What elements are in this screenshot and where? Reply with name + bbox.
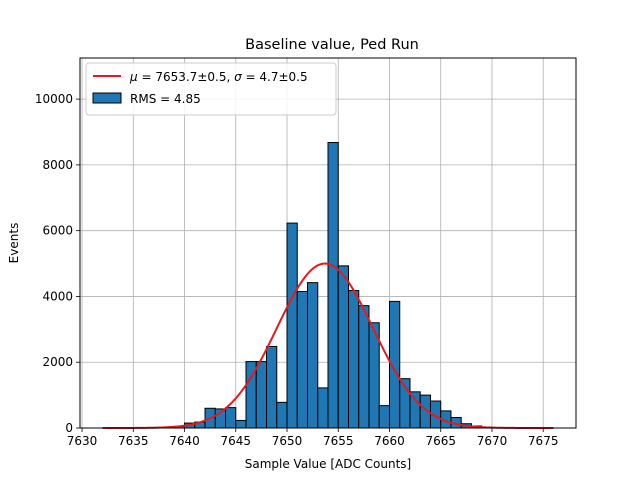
x-axis-label: Sample Value [ADC Counts] bbox=[245, 457, 411, 471]
x-axis: 7630 7635 7640 7645 7650 7655 7660 7665 7670 7675 bbox=[67, 428, 559, 448]
histogram-bar bbox=[337, 265, 349, 429]
histogram-bar bbox=[378, 405, 390, 429]
legend-histogram-label: RMS = 4.85 bbox=[130, 92, 201, 106]
y-tick-label: 2000 bbox=[42, 355, 73, 369]
histogram-bar bbox=[276, 401, 288, 429]
legend-mu-symbol: μ bbox=[129, 70, 138, 84]
x-tick-label: 7645 bbox=[220, 434, 251, 448]
histogram-bar bbox=[255, 361, 268, 429]
legend-box bbox=[85, 62, 337, 116]
legend-sigma-symbol: σ bbox=[234, 70, 242, 84]
histogram-bar bbox=[409, 391, 421, 429]
x-tick-label: 7675 bbox=[528, 434, 559, 448]
legend-histogram-swatch bbox=[92, 92, 122, 104]
plot-frame bbox=[79, 57, 577, 429]
histogram-bar bbox=[358, 305, 370, 429]
histogram-bar bbox=[235, 419, 247, 429]
y-tick-label: 4000 bbox=[42, 289, 73, 303]
y-tick-label: 8000 bbox=[42, 158, 73, 172]
histogram-bar bbox=[317, 387, 329, 429]
histogram-bar bbox=[266, 345, 278, 429]
histogram-bar bbox=[327, 142, 339, 429]
histogram-bars bbox=[163, 142, 503, 429]
legend-mu-text: = 7653.7±0.5, bbox=[138, 70, 234, 84]
y-tick-label: 6000 bbox=[42, 224, 73, 238]
histogram-bar bbox=[307, 282, 319, 429]
histogram-bar bbox=[347, 290, 360, 429]
gaussian-fit-curve bbox=[102, 262, 554, 429]
y-tick-label: 0 bbox=[65, 421, 73, 435]
histogram-bar bbox=[225, 407, 237, 429]
y-tick-label: 10000 bbox=[35, 92, 73, 106]
legend-fit-label: μ = 7653.7±0.5, σ = 4.7±0.5 bbox=[129, 70, 308, 84]
x-tick-label: 7660 bbox=[374, 434, 405, 448]
y-axis: 0 2000 4000 6000 8000 10000 bbox=[35, 92, 80, 435]
chart-title: Baseline value, Ped Run bbox=[245, 37, 419, 53]
histogram-bar bbox=[286, 222, 298, 429]
x-tick-label: 7665 bbox=[425, 434, 456, 448]
x-tick-label: 7670 bbox=[477, 434, 508, 448]
histogram-bar bbox=[296, 291, 309, 429]
legend: μ = 7653.7±0.5, σ = 4.7±0.5 RMS = 4.85 bbox=[85, 62, 337, 116]
x-tick-label: 7650 bbox=[272, 434, 303, 448]
x-tick-label: 7630 bbox=[67, 434, 98, 448]
y-axis-label: Events bbox=[7, 223, 21, 264]
x-tick-label: 7635 bbox=[118, 434, 149, 448]
x-tick-label: 7655 bbox=[323, 434, 354, 448]
x-tick-label: 7640 bbox=[169, 434, 200, 448]
legend-sigma-text: = 4.7±0.5 bbox=[242, 70, 308, 84]
